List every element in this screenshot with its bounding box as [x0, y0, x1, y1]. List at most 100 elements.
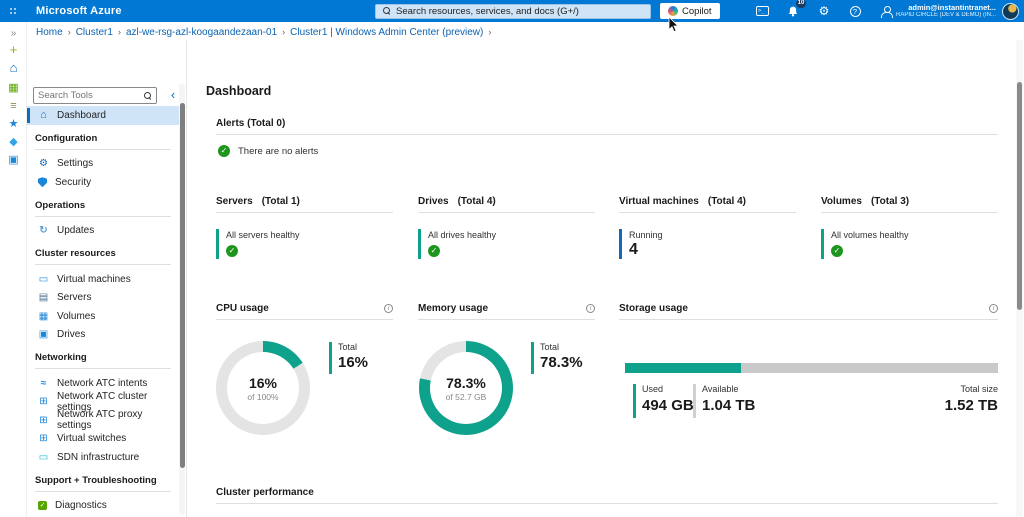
card-total: (Total 3)	[870, 196, 910, 207]
sidebar-item-network-atc-cluster-settings[interactable]: Network ATC cluster settings	[27, 391, 179, 413]
breadcrumb-link[interactable]: Cluster1 | Windows Admin Center (preview…	[290, 26, 484, 38]
cpu-legend-label: Total	[338, 342, 358, 352]
tools-nav: Dashboard Configuration Settings Security Op…	[27, 106, 179, 517]
copilot-icon	[668, 6, 678, 16]
cpu-center-sub: of 100%	[247, 391, 279, 402]
sdn-icon	[38, 452, 49, 463]
cpu-usage-title: CPU usage	[216, 303, 269, 314]
breadcrumb-link[interactable]: azl-we-rsg-azl-koogaandezaan-01	[125, 26, 278, 38]
sidebar-section-title: Support + Troubleshooting	[35, 474, 157, 486]
cloud-shell-icon[interactable]: >_	[754, 3, 770, 19]
tools-search-input[interactable]	[38, 90, 144, 101]
volumes-icon	[38, 311, 49, 322]
main-scrollbar[interactable]	[1016, 40, 1023, 517]
breadcrumb-link[interactable]: Home	[36, 26, 63, 38]
healthy-check-icon	[428, 245, 440, 257]
all-services-icon[interactable]: ≡	[10, 100, 17, 112]
waffle-menu-icon[interactable]	[0, 0, 27, 22]
azure-left-rail: » + ⌂ ▦ ≡ ★ ◆ ▣	[0, 22, 27, 517]
storage-used-value: 494 GB	[642, 397, 694, 414]
cpu-legend: Total 16%	[329, 342, 368, 374]
sidebar-section-title: Cluster resources	[35, 248, 116, 259]
sidebar-scrollbar[interactable]	[179, 84, 185, 515]
card-status-label: All drives healthy	[428, 230, 497, 240]
healthy-check-icon	[218, 145, 230, 157]
card-title: Servers	[216, 196, 253, 207]
collapse-sidebar-icon[interactable]: ‹	[170, 87, 176, 102]
feedback-icon[interactable]	[878, 3, 894, 19]
dashboard-rail-icon[interactable]: ▦	[8, 82, 19, 94]
sidebar-item-label: Virtual machines	[57, 273, 131, 285]
card-title: Volumes	[821, 196, 862, 207]
info-icon[interactable]	[586, 304, 595, 313]
info-icon[interactable]	[384, 304, 393, 313]
copilot-button[interactable]: Copilot	[660, 3, 720, 19]
breadcrumb-separator: ›	[488, 27, 492, 37]
global-search-input[interactable]: Search resources, services, and docs (G+…	[375, 3, 651, 19]
alerts-section-title: Alerts (Total 0)	[216, 118, 286, 129]
avatar[interactable]	[1002, 2, 1019, 20]
storage-used-fill	[625, 363, 741, 373]
no-alerts-message: There are no alerts	[238, 145, 319, 157]
sidebar-scroll-thumb[interactable]	[179, 103, 185, 468]
sidebar-item-label: Diagnostics	[55, 500, 107, 512]
cpu-usage-donut: 16% of 100%	[216, 341, 310, 435]
expand-rail-icon[interactable]: »	[10, 28, 17, 39]
info-icon[interactable]	[989, 304, 998, 313]
card-total: (Total 4)	[707, 196, 747, 207]
azure-resource-icon[interactable]: ◆	[9, 136, 18, 148]
storage-total-value: 1.52 TB	[944, 397, 998, 414]
memory-center-sub: of 52.7 GB	[445, 391, 487, 402]
sidebar-item-label: Servers	[57, 292, 92, 304]
shield-icon	[38, 177, 47, 188]
storage-rail-icon[interactable]: ▣	[8, 154, 19, 166]
notifications-bell-icon[interactable]: 10	[785, 0, 806, 19]
card-title: Drives	[418, 196, 449, 207]
help-icon[interactable]: ?	[847, 3, 863, 19]
sidebar-item-diagnostics[interactable]: Diagnostics	[27, 497, 179, 516]
storage-used-block: Used 494 GB	[633, 384, 694, 418]
card-status-block: Running 4	[619, 229, 796, 259]
sidebar-item-label: Volumes	[57, 310, 96, 322]
home-icon[interactable]: ⌂	[9, 60, 18, 75]
storage-available-label: Available	[702, 384, 739, 394]
storage-usage-bar	[625, 363, 998, 373]
memory-center-value: 78.3%	[446, 374, 486, 391]
breadcrumb: Home › Cluster1 › azl-we-rsg-azl-koogaandeza…	[27, 24, 1024, 40]
dashboard-main: Dashboard Alerts (Total 0) There are no …	[187, 40, 1024, 517]
sidebar-item-dashboard[interactable]: Dashboard	[27, 106, 179, 125]
settings-gear-icon[interactable]: ⚙	[818, 4, 830, 18]
card-count-value: 4	[629, 241, 638, 258]
card-title: Virtual machines	[619, 196, 699, 207]
no-alerts-row: There are no alerts	[218, 145, 318, 157]
breadcrumb-separator: ›	[117, 27, 121, 37]
create-resource-icon[interactable]: +	[9, 42, 18, 57]
server-icon	[38, 292, 49, 303]
drive-icon	[38, 329, 49, 340]
sidebar-item-virtual-machines[interactable]: Virtual machines	[27, 270, 179, 289]
account-menu[interactable]: admin@instantintranet... RAPID CIRCLE (D…	[896, 3, 996, 19]
search-icon	[144, 91, 152, 100]
sidebar-item-updates[interactable]: Updates	[27, 222, 179, 241]
cluster-performance-title: Cluster performance	[216, 487, 314, 498]
sidebar-item-settings[interactable]: Settings	[27, 155, 179, 174]
memory-usage-title: Memory usage	[418, 303, 489, 314]
memory-usage-donut: 78.3% of 52.7 GB	[419, 341, 513, 435]
sidebar-item-volumes[interactable]: Volumes	[27, 307, 179, 326]
sidebar-item-sdn-infrastructure[interactable]: SDN infrastructure	[27, 448, 179, 467]
sidebar-item-virtual-switches[interactable]: Virtual switches	[27, 430, 179, 449]
sidebar-item-security[interactable]: Security	[27, 173, 179, 192]
card-status-label: Running	[629, 230, 663, 240]
sidebar-item-network-atc-proxy-settings[interactable]: Network ATC proxy settings	[27, 409, 179, 431]
sidebar-item-drives[interactable]: Drives	[27, 326, 179, 345]
main-scroll-thumb[interactable]	[1017, 82, 1022, 310]
sidebar-item-servers[interactable]: Servers	[27, 289, 179, 308]
sidebar-section-title: Configuration	[35, 132, 98, 144]
breadcrumb-link[interactable]: Cluster1	[75, 26, 113, 38]
card-total: (Total 1)	[261, 196, 300, 207]
summary-card-drives: Drives (Total 4) All drives healthy	[418, 196, 595, 266]
sidebar-item-network-atc-intents[interactable]: Network ATC intents	[27, 374, 179, 393]
grid-icon	[38, 396, 49, 407]
summary-card-servers: Servers (Total 1) All servers healthy	[216, 196, 393, 266]
favorites-star-icon[interactable]: ★	[8, 118, 19, 130]
